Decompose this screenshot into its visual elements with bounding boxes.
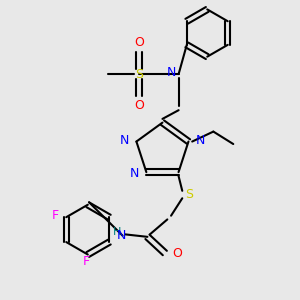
Text: O: O: [134, 37, 144, 50]
Text: S: S: [135, 68, 143, 81]
Text: N: N: [167, 66, 176, 80]
Text: N: N: [195, 134, 205, 147]
Text: S: S: [185, 188, 193, 201]
Text: F: F: [83, 256, 90, 268]
Text: N: N: [117, 229, 126, 242]
Text: N: N: [130, 167, 140, 180]
Text: F: F: [52, 209, 59, 222]
Text: N: N: [120, 134, 129, 147]
Text: O: O: [134, 99, 144, 112]
Text: H: H: [113, 227, 121, 237]
Text: O: O: [172, 247, 182, 260]
